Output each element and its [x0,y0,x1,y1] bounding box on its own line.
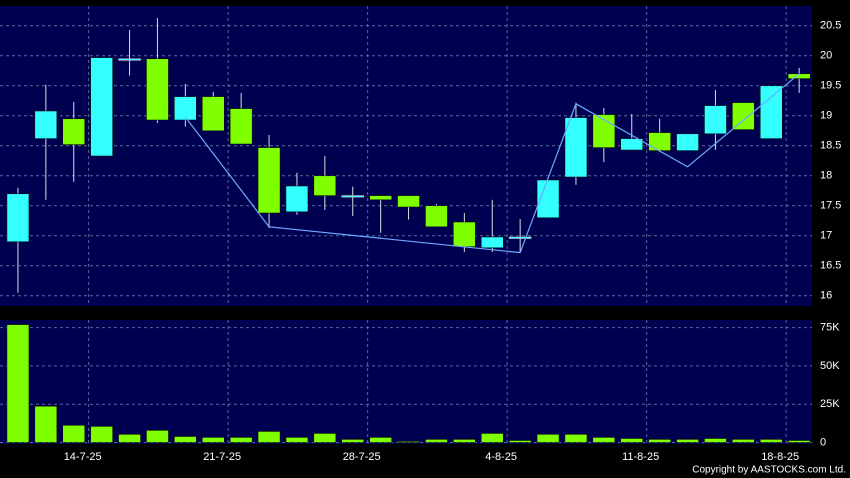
volume-bar [732,439,755,443]
candle-body [229,108,253,145]
y-tick-label: 20 [820,50,832,62]
candle-body [564,117,588,178]
x-tick-label: 14-7-25 [64,451,102,463]
y-tick-label: 25K [820,398,840,410]
volume-bar [62,425,85,443]
copyright: Copyright by AASTOCKS.com Ltd. [692,465,846,476]
candle-body [704,105,727,135]
candle-body [508,236,532,239]
candle-body [481,236,504,249]
y-tick-label: 17.5 [820,200,841,212]
volume-bar [118,434,141,443]
volume-bar [202,437,225,443]
y-tick-label: 18 [820,170,832,182]
volume-bar [341,439,364,443]
candle-body [536,179,560,219]
volume-bar [760,439,783,443]
volume-bar [257,431,281,443]
volume-bar [397,441,420,443]
candle-body [90,57,113,157]
x-tick-label: 11-8-25 [622,451,659,463]
volume-bar [704,438,727,443]
candle-body [369,195,392,201]
x-tick-label: 4-8-25 [485,451,517,463]
overlay-line [184,73,800,254]
candle-body [62,118,85,145]
y-tick-label: 19.5 [820,80,841,92]
x-tick-label: 28-7-25 [343,451,381,463]
y-tick-label: 75K [820,322,840,334]
volume-bar [648,439,671,443]
volume-bar [6,324,30,443]
volume-bar [285,437,309,443]
x-tick-label: 21-7-25 [203,451,241,463]
candle-body [202,96,225,132]
y-tick-label: 16 [820,290,832,302]
y-tick-label: 20.5 [820,20,841,32]
volume-bar [453,439,476,443]
volume-bar [676,439,699,443]
candle-body [118,58,141,61]
volume-bar [481,433,504,443]
y-tick-label: 18.5 [820,140,841,152]
candle-body [313,175,337,196]
candle-body [648,132,671,151]
volume-bar [174,436,197,443]
y-tick-label: 17 [820,230,832,242]
candle-body [34,110,58,139]
candle-body [146,58,169,121]
volume-bar [229,437,253,443]
candle-body [341,195,364,198]
y-tick-label: 19 [820,110,832,122]
y-tick-label: 50K [820,360,840,372]
volume-bar [620,438,643,443]
y-tick-label: 0 [820,436,826,448]
y-tick-label: 16.5 [820,260,841,272]
volume-bar [34,405,58,443]
candle-body [760,85,783,139]
candle-body [620,138,643,151]
candle-body [174,96,197,121]
candle-body [285,185,309,213]
candle-body [676,133,699,151]
x-tick-label: 18-8-25 [761,451,799,463]
volume-bar [536,434,560,443]
candle-body [732,102,755,130]
candle-body [453,221,476,247]
candle-body [425,205,448,228]
volume-bar [369,437,392,443]
volume-bar [564,434,588,443]
volume-bar [508,440,532,443]
candle-body [257,147,281,214]
candle-body [397,195,420,208]
volume-panel [0,320,812,444]
volume-bar [313,433,337,443]
volume-bar [425,439,448,443]
volume-bar [787,440,811,443]
candle-body [6,193,30,243]
volume-bar [90,426,113,443]
volume-bar [592,437,616,443]
volume-bar [146,430,169,443]
price-panel [0,6,812,306]
